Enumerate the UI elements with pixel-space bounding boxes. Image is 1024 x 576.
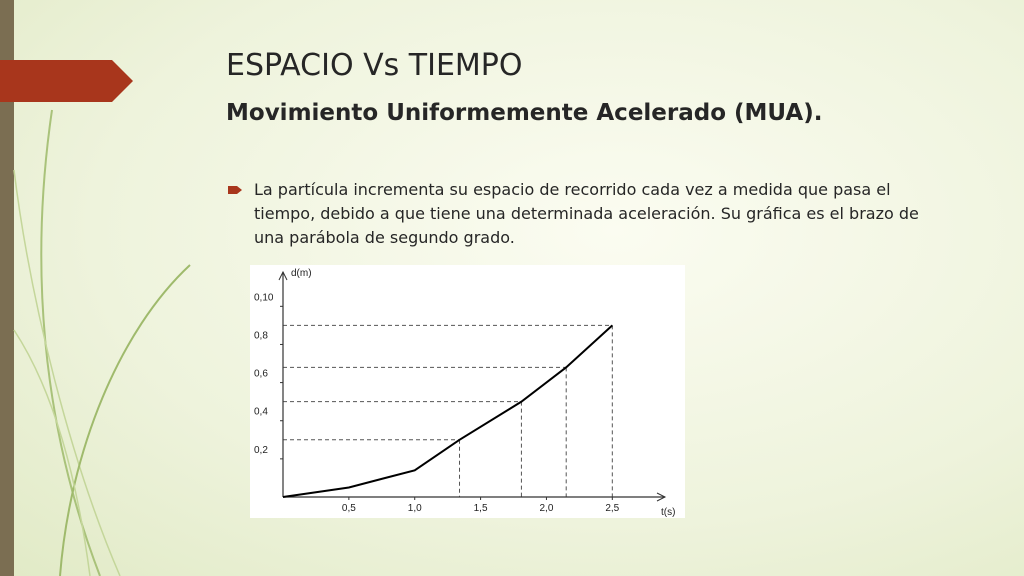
subtitle: Movimiento Uniformemente Acelerado (MUA)… xyxy=(226,100,823,126)
y-axis-arrow xyxy=(278,270,288,281)
x-tick-label: 1,0 xyxy=(408,503,422,514)
x-tick-label: 0,5 xyxy=(342,503,356,514)
title: ESPACIO Vs TIEMPO xyxy=(226,48,523,83)
y-tick-label: 0,10 xyxy=(254,292,274,303)
bullet-text: La partícula incrementa su espacio de re… xyxy=(254,180,919,247)
x-tick-label: 2,5 xyxy=(605,503,619,514)
y-tick-label: 0,8 xyxy=(254,330,268,341)
decoration xyxy=(0,0,191,576)
y-tick-label: 0,6 xyxy=(254,369,268,380)
y-tick-label: 0,4 xyxy=(254,407,268,418)
x-tick-label: 2,0 xyxy=(539,503,553,514)
x-axis-arrow xyxy=(656,492,667,502)
y-tick-label: 0,2 xyxy=(254,445,268,456)
x-axis-label: t(s) xyxy=(661,507,675,518)
chart-background xyxy=(250,265,685,518)
bullet-icon xyxy=(228,186,242,194)
y-axis-label: d(m) xyxy=(291,268,312,279)
curve xyxy=(282,324,613,498)
x-tick-label: 1,5 xyxy=(474,503,488,514)
